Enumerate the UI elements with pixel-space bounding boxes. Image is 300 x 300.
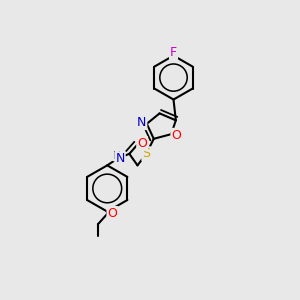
Text: S: S	[142, 147, 150, 160]
Text: O: O	[171, 129, 181, 142]
Text: O: O	[107, 207, 117, 220]
Text: N: N	[137, 116, 146, 129]
Text: O: O	[137, 137, 147, 150]
Text: H: H	[113, 151, 120, 161]
Text: F: F	[170, 46, 177, 59]
Text: N: N	[115, 152, 125, 165]
